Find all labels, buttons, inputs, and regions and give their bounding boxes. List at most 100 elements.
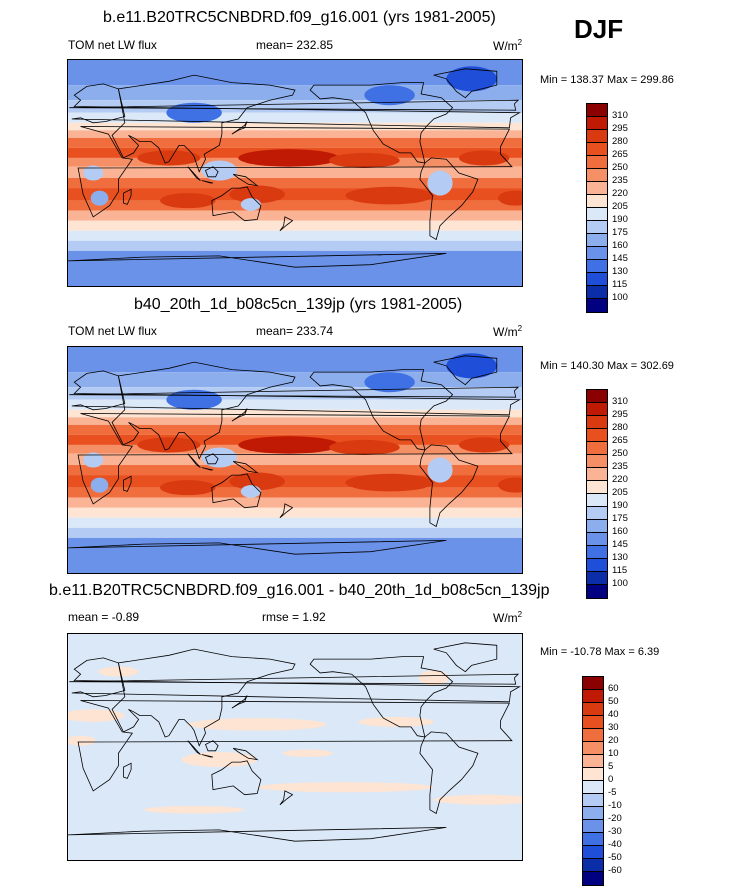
field-feature <box>240 485 261 498</box>
field-band <box>68 112 522 123</box>
colorbar-swatch <box>587 195 607 208</box>
field-feature <box>358 716 434 727</box>
colorbar-tick-label: 265 <box>612 149 628 160</box>
colorbar-tick-label: -60 <box>608 865 622 876</box>
colorbar-tick-label: -50 <box>608 852 622 863</box>
field-band <box>68 130 522 138</box>
panel-3-rmse: rmse = 1.92 <box>262 610 326 624</box>
field-band <box>68 507 522 518</box>
panel-3-colorbar <box>582 676 604 886</box>
coastline <box>187 740 201 755</box>
field-band <box>68 475 522 488</box>
colorbar-swatch <box>583 742 603 755</box>
field-feature <box>90 477 109 493</box>
field-feature <box>187 718 327 731</box>
coastline <box>433 642 498 673</box>
colorbar-tick-label: 10 <box>608 748 619 759</box>
colorbar-swatch <box>583 703 603 716</box>
colorbar-tick-label: 295 <box>612 409 628 420</box>
coastline <box>419 731 479 815</box>
colorbar-swatch <box>587 273 607 286</box>
field-feature <box>433 794 522 805</box>
coastline <box>309 656 454 738</box>
field-band <box>68 409 522 418</box>
coastline <box>68 827 447 842</box>
colorbar-tick-label: 60 <box>608 683 619 694</box>
colorbar-swatch <box>587 260 607 273</box>
coastline <box>232 747 259 761</box>
colorbar-swatch <box>587 585 607 598</box>
colorbar-swatch <box>587 533 607 546</box>
field-feature <box>98 666 139 677</box>
coastline <box>71 83 521 129</box>
field-band <box>68 527 522 538</box>
colorbar-swatch <box>587 494 607 507</box>
colorbar-swatch <box>587 572 607 585</box>
coastline <box>77 126 513 218</box>
colorbar-swatch <box>587 247 607 260</box>
colorbar-tick-label: 160 <box>612 526 628 537</box>
colorbar-tick-label: 220 <box>612 188 628 199</box>
colorbar-swatch <box>587 169 607 182</box>
panel-2-minmax: Min = 140.30 Max = 302.69 <box>540 360 674 372</box>
coastline <box>211 760 262 796</box>
colorbar-tick-label: 40 <box>608 709 619 720</box>
colorbar-swatch <box>583 807 603 820</box>
colorbar-swatch <box>583 781 603 794</box>
panel-2-variable: TOM net LW flux <box>68 324 157 338</box>
panel-1-mean: mean= 232.85 <box>256 38 334 52</box>
field-feature <box>181 752 258 768</box>
field-feature <box>160 480 216 496</box>
coastline <box>71 370 521 416</box>
coastline <box>309 369 454 451</box>
colorbar-swatch <box>583 833 603 846</box>
field-feature <box>446 353 497 379</box>
colorbar-swatch <box>587 299 607 312</box>
colorbar-swatch <box>583 677 603 690</box>
colorbar-swatch <box>583 794 603 807</box>
panel-3-minmax: Min = -10.78 Max = 6.39 <box>540 646 660 658</box>
panel-1-units: W/m2 <box>493 38 523 53</box>
colorbar-swatch <box>583 820 603 833</box>
colorbar-tick-label: 175 <box>612 227 628 238</box>
coastline <box>433 355 498 386</box>
coastline <box>123 762 132 779</box>
field-band <box>68 517 522 528</box>
field-feature <box>229 472 285 491</box>
panel-2-map <box>67 346 523 574</box>
field-background <box>68 634 522 860</box>
coastline <box>201 754 214 758</box>
field-band <box>68 210 522 221</box>
colorbar-swatch <box>587 117 607 130</box>
field-feature <box>418 670 449 686</box>
colorbar-swatch <box>587 429 607 442</box>
panel-1-minmax: Min = 138.37 Max = 299.86 <box>540 74 674 86</box>
colorbar-swatch <box>587 221 607 234</box>
colorbar-swatch <box>587 286 607 299</box>
field-feature <box>229 185 285 204</box>
colorbar-tick-label: 100 <box>612 578 628 589</box>
field-band <box>68 487 522 498</box>
colorbar-tick-label: 0 <box>608 774 614 785</box>
coastline <box>68 540 447 555</box>
field-feature <box>83 452 104 468</box>
colorbar-swatch <box>587 520 607 533</box>
coastline <box>187 453 201 468</box>
field-band <box>68 122 522 131</box>
colorbar-tick-label: 5 <box>608 761 614 772</box>
field-feature <box>68 735 96 746</box>
colorbar-swatch <box>587 507 607 520</box>
coastline <box>77 700 513 792</box>
colorbar-tick-label: -40 <box>608 839 622 850</box>
season-label: DJF <box>574 14 624 44</box>
colorbar-swatch <box>587 468 607 481</box>
coastline <box>123 188 132 205</box>
coastline <box>419 444 479 528</box>
field-feature <box>137 150 201 166</box>
colorbar-swatch <box>583 859 603 872</box>
coastline <box>204 166 219 178</box>
colorbar-tick-label: 100 <box>612 292 628 303</box>
field-feature <box>498 477 522 493</box>
colorbar-swatch <box>583 729 603 742</box>
field-band <box>68 424 522 435</box>
